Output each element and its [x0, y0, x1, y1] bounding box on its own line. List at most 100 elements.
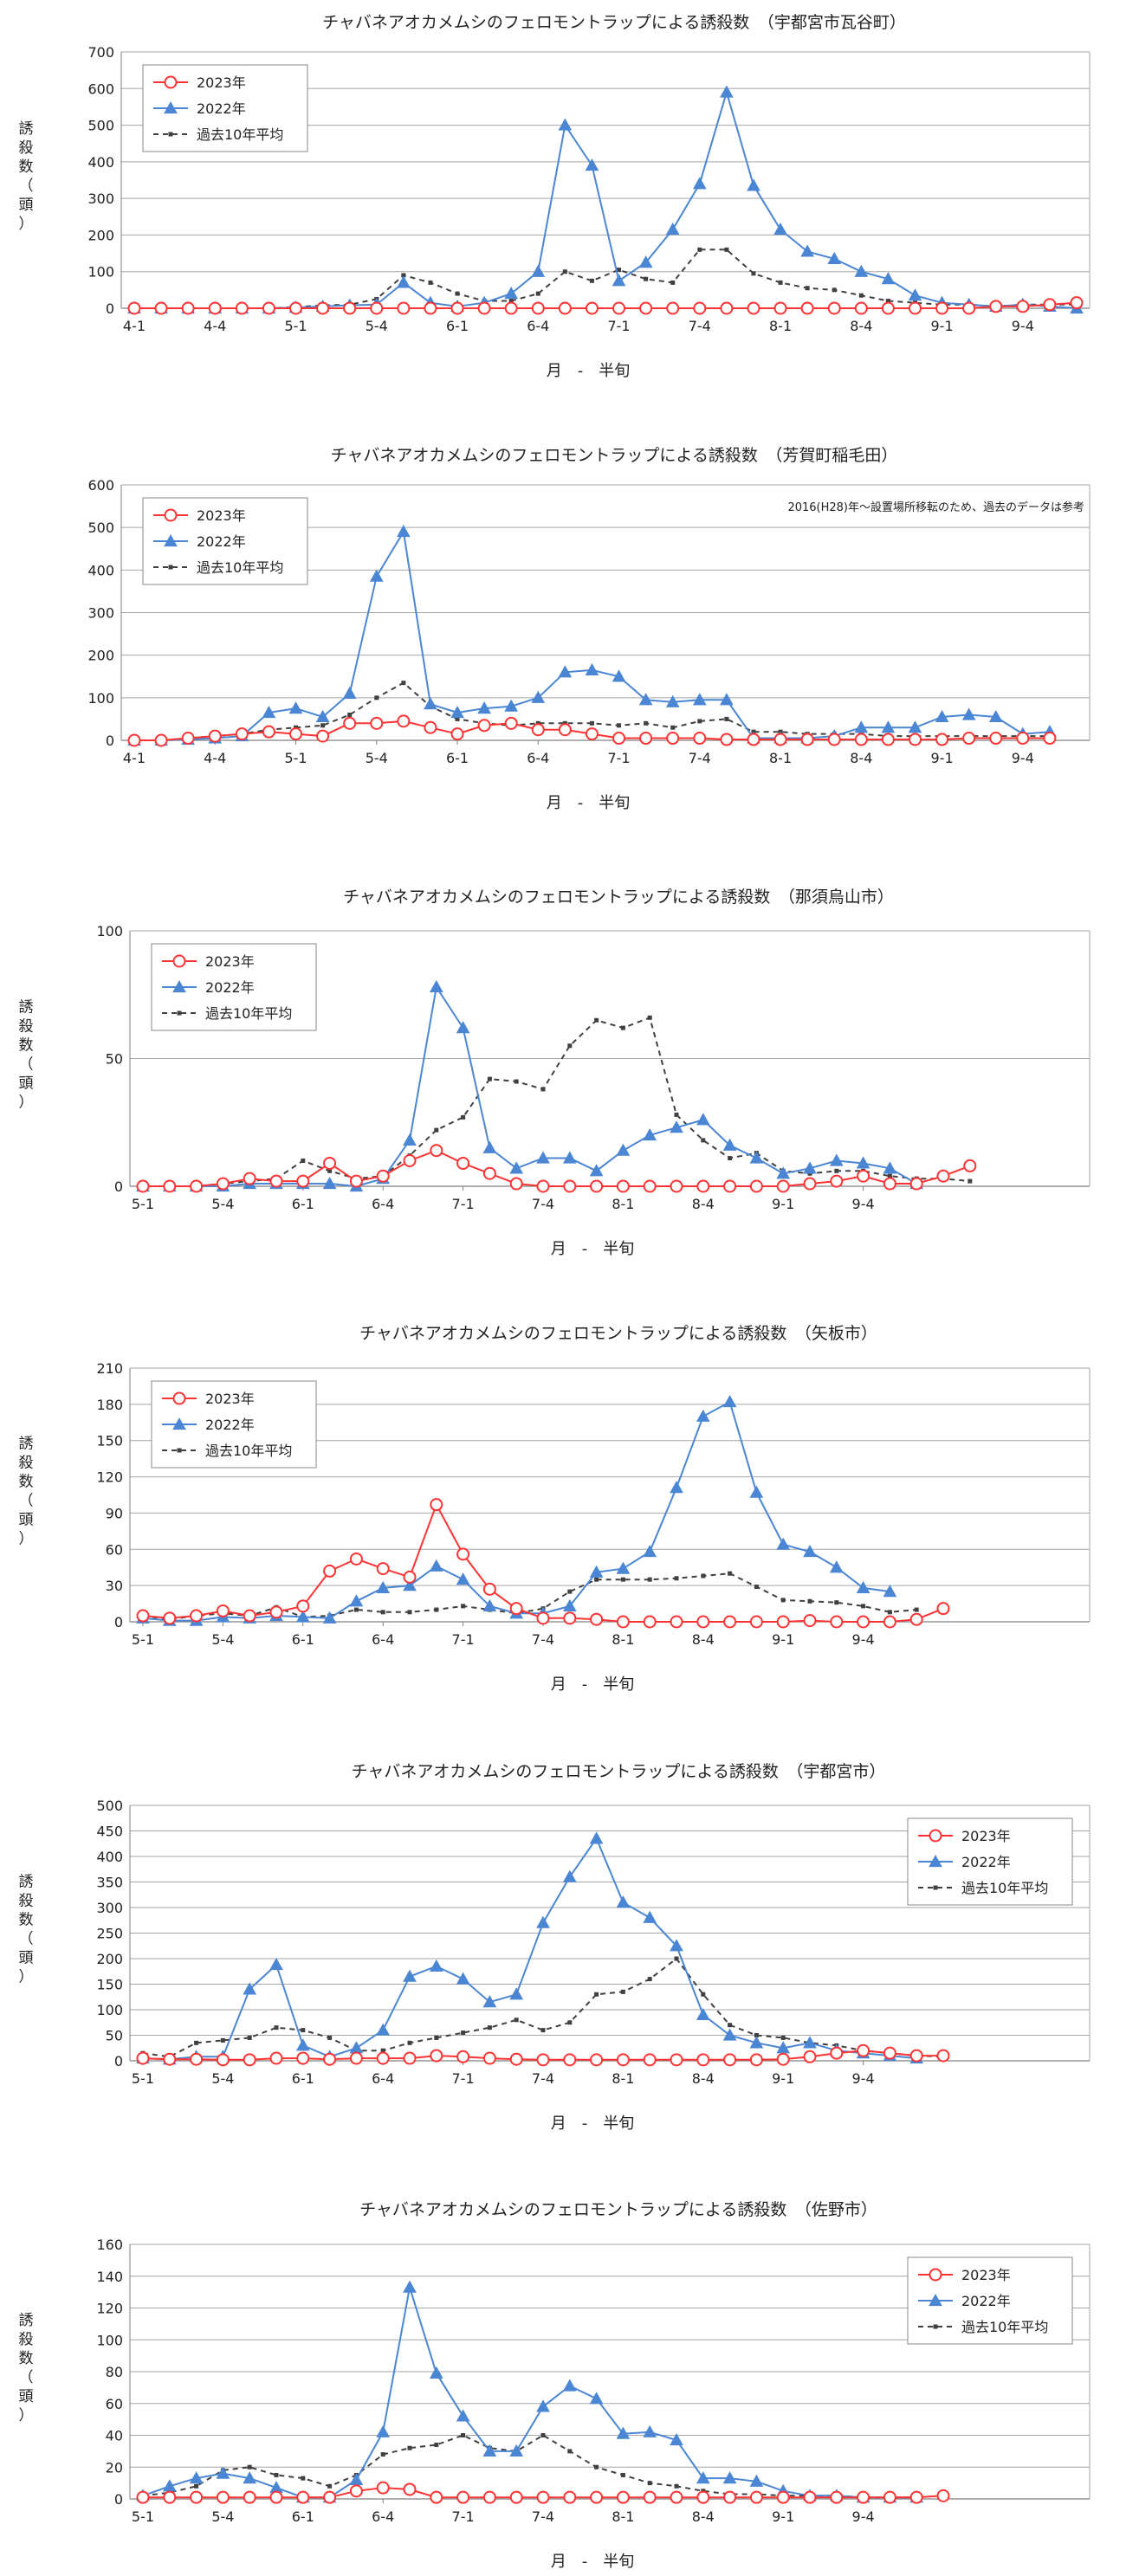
x-tick-label: 8-1 — [769, 318, 792, 334]
data-point — [914, 1607, 919, 1612]
y-axis-title-char: 誘 — [19, 999, 34, 1017]
data-point — [247, 2464, 252, 2469]
data-point — [670, 1615, 683, 1629]
y-tick-label: 150 — [96, 1433, 123, 1449]
data-point — [722, 1395, 737, 1408]
data-point — [509, 2490, 523, 2504]
data-point — [296, 1174, 310, 1188]
x-tick-label: 8-1 — [612, 2070, 634, 2087]
data-point — [776, 1166, 791, 1179]
data-point — [696, 1113, 710, 1126]
x-tick-label: 9-4 — [852, 2508, 875, 2525]
data-point — [403, 2482, 417, 2496]
data-point — [968, 1178, 973, 1184]
data-point — [531, 264, 546, 277]
data-point — [327, 2035, 333, 2040]
data-point — [773, 301, 787, 315]
data-point — [670, 2053, 683, 2067]
x-tick-label: 6-4 — [372, 2070, 394, 2087]
y-tick-label: 120 — [96, 2301, 123, 2317]
data-point — [262, 301, 275, 315]
series-line — [134, 249, 1077, 309]
data-point — [881, 720, 896, 733]
data-point — [701, 1992, 706, 1997]
y-axis-title-char: ） — [19, 1969, 34, 1986]
data-point — [747, 733, 760, 746]
data-point — [397, 714, 411, 728]
data-point — [616, 1895, 631, 1908]
data-point — [194, 2040, 199, 2045]
data-point — [749, 1151, 764, 1164]
data-point — [670, 1481, 683, 1494]
data-point — [558, 723, 572, 737]
chart-note: 2016(H28)年～設置場所移転のため、過去のデータは参考 — [787, 500, 1084, 514]
x-axis-title: 月 - 半旬 — [551, 1240, 635, 1258]
data-point — [773, 223, 787, 236]
data-point — [403, 1570, 417, 1584]
data-point — [908, 720, 922, 733]
data-point — [803, 1545, 817, 1558]
chart-4: チャバネアオカメムシのフェロモントラップによる誘殺数 （矢板市） 0 30 60 90 1… — [19, 1324, 1090, 1694]
data-point — [674, 1956, 679, 1961]
data-point — [728, 1156, 733, 1161]
data-point — [562, 1151, 577, 1164]
y-axis-title-char: 誘 — [19, 2312, 34, 2329]
y-tick-label: 0 — [106, 300, 114, 317]
legend-label: 過去10年平均 — [205, 1443, 292, 1459]
data-point — [562, 2379, 577, 2392]
y-tick-label: 140 — [96, 2269, 123, 2285]
data-point — [403, 1133, 417, 1146]
data-point — [883, 1615, 896, 1629]
data-point — [509, 2052, 523, 2066]
data-point — [482, 1140, 497, 1153]
series-avg — [140, 2433, 919, 2500]
data-point — [803, 2490, 817, 2504]
data-point — [397, 275, 411, 288]
data-point — [697, 719, 702, 724]
data-point — [647, 1977, 652, 1982]
data-point — [881, 733, 895, 746]
data-point — [590, 2490, 604, 2504]
data-point — [674, 2483, 679, 2489]
y-tick-label: 400 — [96, 1849, 123, 1865]
y-axis-title-char: ） — [19, 2407, 34, 2424]
data-point — [936, 1602, 950, 1616]
data-point — [612, 274, 626, 287]
data-point — [724, 247, 729, 252]
data-point — [643, 1615, 657, 1629]
data-point — [749, 2036, 764, 2049]
data-point — [644, 276, 649, 281]
x-tick-label: 9-1 — [772, 1196, 794, 1212]
legend-marker — [168, 132, 173, 137]
data-point — [163, 2490, 177, 2504]
y-tick-label: 100 — [87, 690, 114, 707]
data-point — [243, 1982, 257, 1995]
x-tick-label: 8-4 — [692, 2508, 715, 2525]
data-point — [936, 2489, 950, 2502]
data-point — [220, 2037, 225, 2043]
legend-label: 過去10年平均 — [961, 1880, 1048, 1896]
y-axis-title-char: （ — [19, 2369, 34, 2386]
y-tick-label: 400 — [87, 562, 114, 578]
data-point — [829, 1153, 844, 1166]
chart-title: チャバネアオカメムシのフェロモントラップによる誘殺数 （宇都宮市） — [352, 1762, 886, 1781]
series-y2022 — [136, 1831, 924, 2065]
data-point — [909, 2490, 923, 2504]
data-point — [720, 693, 734, 706]
x-tick-label: 5-1 — [132, 1196, 154, 1212]
data-point — [482, 1166, 496, 1180]
data-point — [301, 2476, 306, 2481]
data-point — [644, 720, 649, 726]
x-tick-label: 7-4 — [532, 2070, 554, 2087]
data-point — [243, 2053, 256, 2067]
data-point — [456, 1021, 470, 1034]
data-point — [456, 2490, 470, 2504]
data-point — [616, 2490, 630, 2504]
data-point — [370, 301, 384, 315]
chart-title: チャバネアオカメムシのフェロモントラップによる誘殺数 （宇都宮市瓦谷町） — [322, 13, 906, 32]
data-point — [514, 2018, 519, 2023]
y-axis-title-char: ） — [19, 1094, 34, 1112]
